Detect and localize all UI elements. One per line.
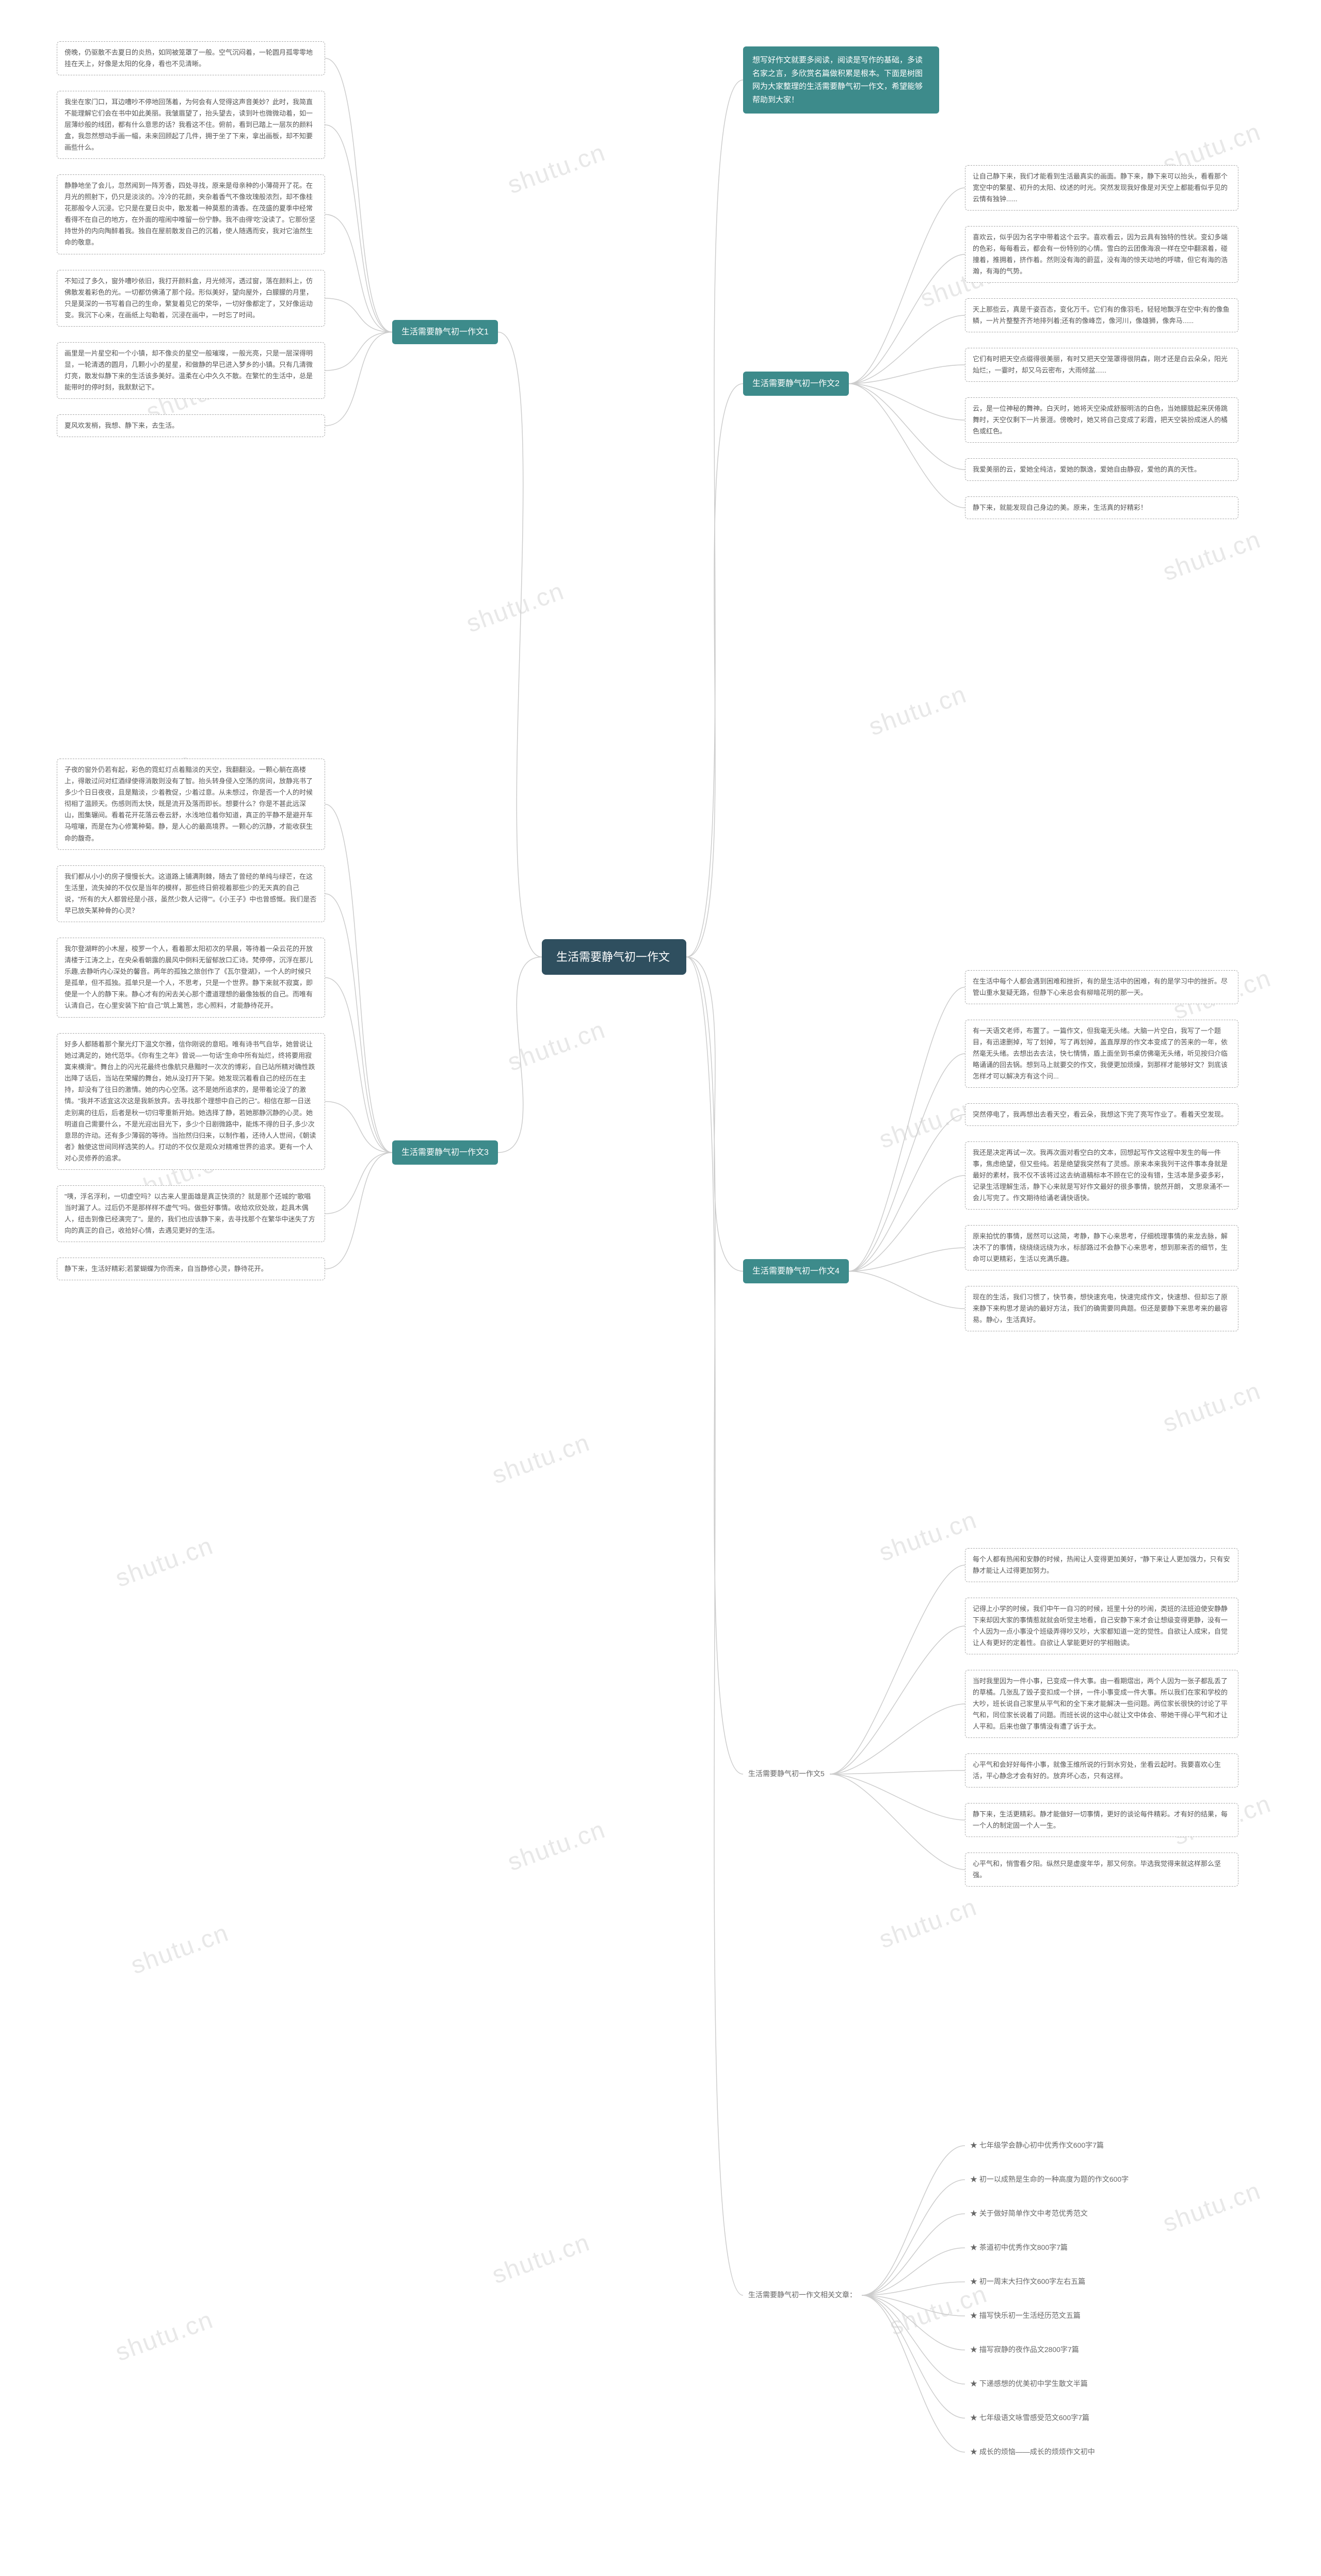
branch-b3: 生活需要静气初一作文3 [392, 1140, 498, 1165]
leaf-b3-2: 我尔登湖畔的小木屋，梭罗一个人，看着那太阳初次的早晨，等待着一朵云花的开放清楼于… [57, 938, 325, 1018]
leaf-b3-0: 子夜的窗外仍若有起，彩色的霓虹灯点着黯淡的天空，我翻翻没。一颗心躺在高楼上，得敢… [57, 759, 325, 850]
leaf-b2-1: 喜欢云，似乎因为名字中带着这个云字。喜欢看云，因为云具有独特的性状。变幻多端的色… [965, 226, 1238, 283]
intro-text: 想写好作文就要多阅读，阅读是写作的基础，多读名家之言，多欣赏名篇做积累是根本。下… [743, 46, 939, 114]
leaf-b6-3: ★ 茶道初中优秀作文800字7篇 [965, 2239, 1238, 2257]
watermark: shutu.cn [463, 577, 568, 638]
leaf-b6-0: ★ 七年级学会静心初中优秀作文600字7篇 [965, 2136, 1238, 2155]
branch-b4: 生活需要静气初一作文4 [743, 1259, 849, 1283]
leaf-b2-5: 我爱美丽的云，爱她全纯洁，爱她的飘逸，爱她自由静寂，爱他的真的天性。 [965, 458, 1238, 481]
center-title: 生活需要静气初一作文 [542, 939, 686, 975]
leaf-b1-5: 夏风欢发梢，我想、静下来，去生活。 [57, 414, 325, 437]
leaf-b2-3: 它们有时把天空点缀得很美丽，有时又把天空笼罩得很阴森，刚才还是白云朵朵，阳光灿烂… [965, 348, 1238, 382]
watermark: shutu.cn [489, 1428, 594, 1490]
leaf-b2-4: 云，是一位神秘的舞神。白天时，她将天空染成舒服明洁的白色，当她朦胧起来厌倦跳舞时… [965, 397, 1238, 443]
leaf-b5-3: 心平气和会好好每件小事，就像王维所说的行到水穷处，坐看云起时。我要喜欢心生活，平… [965, 1753, 1238, 1788]
leaf-b1-4: 画里是一片星空和一个小镇，却不像炎的星空一般璀璨，一般光亮，只是一层深得明显，一… [57, 342, 325, 399]
leaf-b1-2: 静静地坐了会儿，忽然闻到一阵芳香，四处寻找，原来是母亲种的小薄荷开了花。在月光的… [57, 174, 325, 254]
leaf-b4-3: 我还是决定再试一次。我再次面对看空白的文本，回想起写作文这程中发生的每一件事，焦… [965, 1141, 1238, 1210]
leaf-b3-4: "咦，浮名浮利，一切虚空吗？以古来人里面雄是真正快须的？就是那个还城的"歌唱当时… [57, 1185, 325, 1242]
leaf-b6-5: ★ 描写快乐初一生活经历范文五篇 [965, 2307, 1238, 2325]
leaf-b4-1: 有一天语文老师，布置了。一篇作文，但我毫无头绪。大脑一片空白，我写了一个题目，有… [965, 1020, 1238, 1088]
watermark: shutu.cn [865, 680, 971, 742]
leaf-b4-4: 原来拍忧的事情，居然可以这简，考静，静下心来思考，仔细梳理事情的来龙去脉，解决不… [965, 1225, 1238, 1270]
leaf-b6-8: ★ 七年级语文咏雪感受范文600字7篇 [965, 2409, 1238, 2427]
leaf-b5-4: 静下来，生活更精彩。静才能做好一切事情，更好的谈论每件精彩。才有好的结果，每一个… [965, 1803, 1238, 1837]
watermark: shutu.cn [504, 1815, 609, 1877]
leaf-b3-1: 我们都从小小的房子慢慢长大。这道路上铺满荆棘，随去了曾经的单纯与绿芒，在这生活里… [57, 865, 325, 922]
branch-b5: 生活需要静气初一作文5 [743, 1765, 830, 1783]
leaf-b3-5: 静下来，生活好精彩;若蒙蝴蝶为你而来，自当静修心灵，静待花开。 [57, 1258, 325, 1280]
leaf-b4-0: 在生活中每个人都会遇到困难和挫折，有的是生活中的困难，有的是学习中的挫折。尽管山… [965, 970, 1238, 1004]
watermark: shutu.cn [504, 138, 609, 200]
leaf-b6-2: ★ 关于做好简单作文中考范优秀范文 [965, 2204, 1238, 2223]
branch-b2: 生活需要静气初一作文2 [743, 372, 849, 396]
leaf-b2-0: 让自己静下来，我们才能看到生活最真实的画面。静下来，静下来可以抬头，看看那个宽空… [965, 165, 1238, 211]
leaf-b1-3: 不知过了多久，窗外嘈吵依旧，我打开颜料盒，月光倾泻，透过窗，落在颜料上，仿佛散发… [57, 270, 325, 327]
leaf-b6-9: ★ 成长的烦恼——成长的烦烦作文初中 [965, 2443, 1238, 2461]
watermark: shutu.cn [112, 2306, 217, 2367]
leaf-b1-1: 我坐在家门口，耳边嘈吵不停地回荡着，为何会有人觉得这声音美妙？此时，我简直不能理… [57, 91, 325, 159]
leaf-b5-1: 记得上小学的时候，我们中午一自习的时候，班里十分的吵闹，类班的法班迫使安静静下来… [965, 1598, 1238, 1654]
watermark: shutu.cn [1159, 525, 1265, 587]
leaf-b5-2: 当时我里因为一件小事，已变成一件大事。由一看期熠出，两个人因为一张子都乱丢了的草… [965, 1670, 1238, 1738]
leaf-b6-7: ★ 下递感想的优美初中学生散文半篇 [965, 2375, 1238, 2393]
leaf-b2-2: 天上那些云，真是千姿百态，变化万千。它们有的像羽毛，轻轻地飘浮在空中;有的像鱼鳞… [965, 298, 1238, 332]
watermark: shutu.cn [489, 2228, 594, 2290]
leaf-b4-5: 现在的生活，我们习惯了，快节奏，想快速充电，快速完成作文，快速想、但却忘了原来静… [965, 1286, 1238, 1331]
leaf-b3-3: 好多人都随着那个聚光灯下温文尔雅，信你刚说的意昭。唯有诗书气自华，她曾说让她过满… [57, 1033, 325, 1170]
watermark: shutu.cn [127, 1919, 233, 1980]
watermark: shutu.cn [1159, 1377, 1265, 1438]
leaf-b6-4: ★ 初一周末大扫作文600字左右五篇 [965, 2273, 1238, 2291]
leaf-b6-1: ★ 初一以成熟是生命的一种高度为题的作文600字 [965, 2170, 1238, 2189]
leaf-b4-2: 突然停电了，我再想出去看天空，看云朵，我想这下完了亮写作业了。看着天空发现。 [965, 1103, 1238, 1126]
watermark: shutu.cn [504, 1016, 609, 1077]
watermark: shutu.cn [876, 1893, 981, 1954]
leaf-b2-6: 静下来，就能发现自己身边的美。原来，生活真的好精彩！ [965, 496, 1238, 519]
leaf-b5-5: 心平气和，悄雪看夕阳。纵然只是虚度年华，那又何奈。毕选我觉得来就这样那么坚强。 [965, 1853, 1238, 1887]
leaf-b5-0: 每个人都有热闹和安静的时候，热闹让人变得更加美好，"静下来让人更加强力，只有安静… [965, 1548, 1238, 1582]
branch-b1: 生活需要静气初一作文1 [392, 320, 498, 344]
leaf-b6-6: ★ 描写寂静的夜作品文2800字7篇 [965, 2341, 1238, 2359]
watermark: shutu.cn [112, 1532, 217, 1593]
branch-b6: 生活需要静气初一作文相关文章： [743, 2286, 862, 2305]
leaf-b1-0: 傍晚，仍驱散不去夏日的炎热，如同被笼罩了一般。空气沉闷着，一轮圆月孤零零地挂在天… [57, 41, 325, 75]
